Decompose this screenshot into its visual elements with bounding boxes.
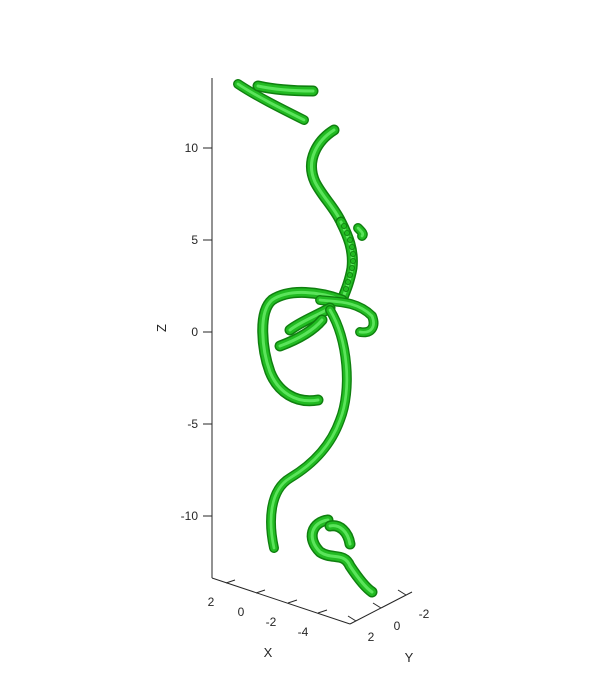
y-tick-mark bbox=[372, 602, 382, 609]
x-tick-label: 0 bbox=[238, 605, 245, 619]
z-axis-label: Z bbox=[154, 324, 169, 332]
x-tick-mark bbox=[317, 609, 328, 614]
x-tick-label: -2 bbox=[266, 615, 277, 629]
x-axis-line bbox=[211, 577, 351, 625]
x-tick-mark bbox=[287, 599, 298, 604]
x-tick-label: 2 bbox=[208, 595, 215, 609]
surface-beads bbox=[340, 222, 356, 292]
surface-tube-layer bbox=[236, 82, 306, 122]
z-ticks: 10 5 0 -5 -10 bbox=[181, 141, 212, 523]
surface-top-leaf bbox=[233, 79, 319, 125]
surface-tube-layer bbox=[261, 290, 344, 403]
surface-long-tail bbox=[266, 305, 352, 553]
surface-bead bbox=[343, 229, 350, 236]
x-tick-label: -4 bbox=[298, 625, 309, 639]
surface-bottom-hook bbox=[306, 514, 378, 598]
surface-tube-layer bbox=[318, 298, 375, 334]
surface-upper-ribbon bbox=[306, 124, 368, 241]
x-tick-mark bbox=[225, 579, 236, 584]
surface-tube-layer bbox=[310, 128, 342, 222]
surface-bead bbox=[349, 250, 356, 257]
y-tick-label: 0 bbox=[394, 619, 401, 633]
y-tick-mark bbox=[397, 589, 407, 596]
y-tick-mark bbox=[347, 615, 357, 622]
z-tick-label: 0 bbox=[191, 325, 198, 339]
y-axis-label: Y bbox=[405, 650, 414, 665]
surface-tube-layer bbox=[278, 318, 324, 348]
isosurface bbox=[233, 79, 379, 598]
surface-central-loop bbox=[257, 286, 379, 407]
surface-tube-layer bbox=[256, 84, 315, 93]
y-tick-label: -2 bbox=[419, 607, 430, 621]
surface-tube-layer bbox=[269, 308, 349, 550]
surface-bead bbox=[348, 264, 355, 271]
z-tick-label: 5 bbox=[191, 233, 198, 247]
z-tick-label: 10 bbox=[185, 141, 199, 155]
surface-bead bbox=[349, 257, 356, 264]
surface-bead bbox=[340, 222, 347, 229]
surface-bead bbox=[346, 236, 353, 243]
surface-bead bbox=[348, 243, 355, 250]
y-tick-label: 2 bbox=[368, 630, 375, 644]
z-tick-label: -5 bbox=[187, 417, 198, 431]
z-tick-label: -10 bbox=[181, 509, 199, 523]
surface-bead bbox=[342, 285, 349, 292]
x-tick-mark bbox=[255, 589, 266, 594]
surface-tube-layer bbox=[356, 226, 365, 238]
surface-bead bbox=[346, 271, 353, 278]
surface-tube-layer bbox=[328, 524, 352, 546]
y-ticks: 2 0 -2 bbox=[347, 589, 430, 644]
surface-bead bbox=[344, 278, 351, 285]
surface-tube-layer bbox=[310, 518, 374, 594]
x-axis-label: X bbox=[264, 645, 273, 660]
x-ticks: 2 0 -2 -4 bbox=[208, 579, 328, 639]
